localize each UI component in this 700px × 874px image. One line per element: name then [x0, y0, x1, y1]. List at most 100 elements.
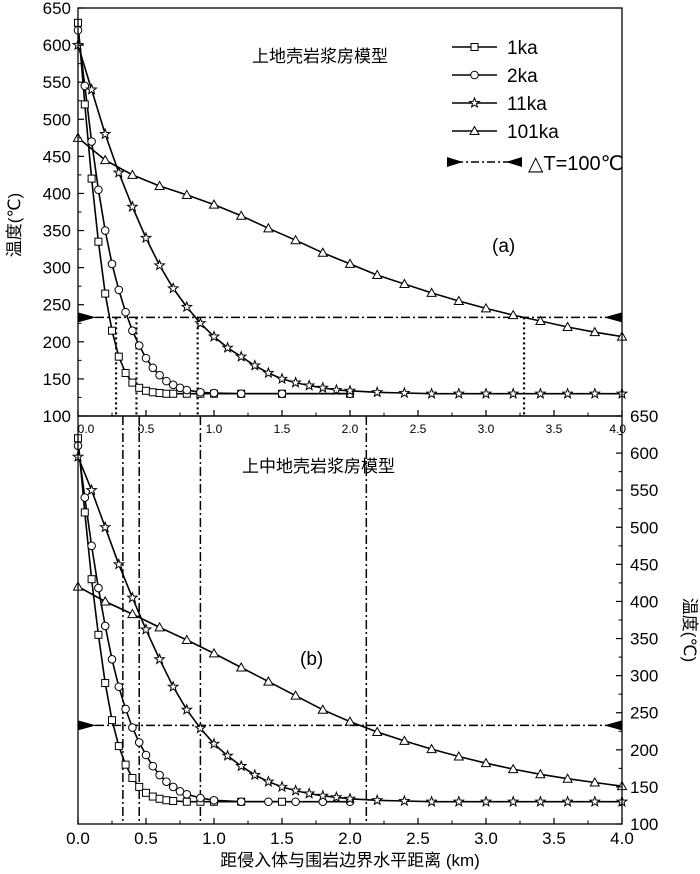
panel-b-point-2ka — [236, 797, 246, 807]
panel-a-point-1ka — [148, 388, 157, 397]
panel-a-point-1ka — [87, 174, 96, 183]
panel-a-point-11ka — [588, 387, 601, 399]
panel-b-point-1ka — [182, 797, 191, 806]
panel-b-point-101ka — [154, 621, 165, 632]
panel-a-point-101ka — [290, 234, 301, 245]
panel-a-point-101ka — [480, 302, 492, 313]
panel-b-reference-arrow-right — [604, 720, 622, 731]
panel-a-y-tick-label: 150 — [43, 370, 71, 389]
panel-a-point-11ka — [289, 376, 302, 388]
legend-marker-101ka — [469, 125, 480, 135]
panel-a-point-11ka — [235, 350, 248, 362]
panel-a-point-101ka — [344, 258, 356, 268]
panel-a-point-11ka — [112, 166, 125, 178]
panel-a-point-11ka — [180, 300, 193, 313]
panel-a-point-11ka — [275, 372, 289, 385]
panel-b-point-11ka — [398, 794, 411, 807]
panel-a-x-tick-label: 0.5 — [138, 422, 155, 436]
panel-a-series-2ka — [77, 30, 350, 395]
panel-a-point-1ka — [169, 389, 178, 398]
panel-a-point-1ka — [128, 378, 137, 387]
panel-b-point-11ka — [289, 784, 302, 796]
panel-b-point-11ka — [343, 792, 357, 804]
panel-a-y-tick-label: 350 — [43, 222, 71, 241]
legend-arrow-left — [447, 157, 463, 167]
panel-b-point-1ka — [278, 797, 286, 806]
panel-a-point-11ka — [398, 386, 411, 399]
panel-b-point-11ka — [371, 793, 384, 806]
panel-a-point-1ka — [114, 352, 123, 361]
panel-a-point-1ka — [155, 389, 164, 398]
panel-a-y-tick-label: 650 — [43, 0, 71, 18]
panel-b-point-11ka — [235, 759, 248, 772]
panel-b-point-2ka — [80, 493, 90, 502]
panel-b-point-11ka — [262, 775, 275, 787]
panel-b-point-11ka — [534, 795, 547, 807]
panel-b-point-2ka — [107, 655, 117, 664]
panel-a-point-11ka — [425, 387, 438, 399]
panel-b-x-tick-label: 1.0 — [202, 829, 226, 848]
panel-a-point-2ka — [94, 185, 103, 195]
panel-a-y-tick-label: 450 — [43, 147, 71, 166]
panel-a-point-101ka — [426, 287, 437, 297]
panel-a-point-2ka — [148, 363, 158, 373]
panel-b-x-tick-label: 0.5 — [134, 829, 158, 848]
legend-label-101ka: 101ka — [507, 122, 559, 143]
panel-b-point-2ka — [87, 541, 96, 551]
panel-a-x-tick-label: 3.0 — [478, 422, 495, 436]
panel-a-point-11ka — [303, 379, 316, 391]
panel-b-y-tick-label: 200 — [630, 741, 658, 760]
panel-b-point-2ka — [162, 777, 171, 787]
panel-b-point-101ka — [507, 763, 519, 774]
panel-b-point-11ka — [153, 652, 166, 665]
panel-b-point-2ka — [114, 682, 124, 692]
panel-a-point-101ka — [181, 189, 193, 199]
panel-b-y-tick-label: 350 — [630, 630, 658, 649]
panel-a-x-tick-label: 1.0 — [206, 422, 223, 436]
panel-a-point-11ka — [452, 387, 465, 399]
panel-a-point-2ka — [155, 370, 164, 380]
panel-b-point-101ka — [344, 716, 356, 726]
panel-b-point-2ka — [100, 621, 110, 631]
panel-b-point-2ka — [264, 797, 273, 807]
panel-a-point-1ka — [101, 289, 110, 298]
legend-label-2ka: 2ka — [507, 66, 538, 87]
panel-a-point-101ka — [317, 247, 329, 257]
panel-b-point-2ka — [134, 738, 144, 747]
panel-b-point-101ka — [181, 634, 193, 645]
panel-b-point-11ka — [194, 721, 207, 734]
panel-a-y-tick-label: 550 — [43, 73, 71, 92]
panel-b-point-101ka — [127, 608, 138, 619]
panel-a-point-101ka — [127, 169, 138, 179]
panel-b-y-axis-title: 温度(℃) — [680, 598, 699, 662]
panel-b-point-1ka — [162, 796, 171, 805]
panel-b-point-1ka — [155, 794, 164, 803]
panel-a-point-11ka — [167, 281, 180, 294]
panel-b-point-11ka — [139, 623, 153, 635]
panel-a-point-2ka — [100, 226, 110, 235]
panel-b-point-1ka — [80, 508, 89, 517]
panel-a-point-2ka — [277, 389, 287, 399]
panel-a-point-1ka — [135, 383, 144, 392]
panel-b-y-tick-label: 300 — [630, 667, 658, 686]
panel-b-y-tick-label: 650 — [630, 407, 658, 426]
panel-b-y-tick-label: 400 — [630, 592, 658, 611]
panel-b-point-101ka — [99, 595, 111, 606]
panel-a-point-11ka — [126, 200, 139, 213]
panel-b-point-11ka — [303, 787, 316, 799]
panel-a-y-tick-label: 250 — [43, 296, 71, 315]
panel-b-x-tick-label: 2.5 — [406, 829, 430, 848]
panel-a-point-101ka — [562, 321, 573, 331]
panel-a-point-11ka — [561, 387, 574, 399]
panel-a-annotation: 上地壳岩浆房模型 — [252, 47, 388, 66]
panel-a-point-11ka — [479, 387, 493, 399]
panel-a-point-11ka — [85, 83, 98, 95]
panel-b-y-tick-label: 600 — [630, 444, 658, 463]
panel-a-y-tick-label: 600 — [43, 36, 71, 55]
panel-b-point-2ka — [121, 704, 130, 714]
panel-a-point-2ka — [196, 387, 205, 397]
panel-a-point-101ka — [399, 278, 410, 288]
panel-a-point-11ka — [248, 359, 261, 371]
panel-b-point-1ka — [114, 742, 123, 751]
